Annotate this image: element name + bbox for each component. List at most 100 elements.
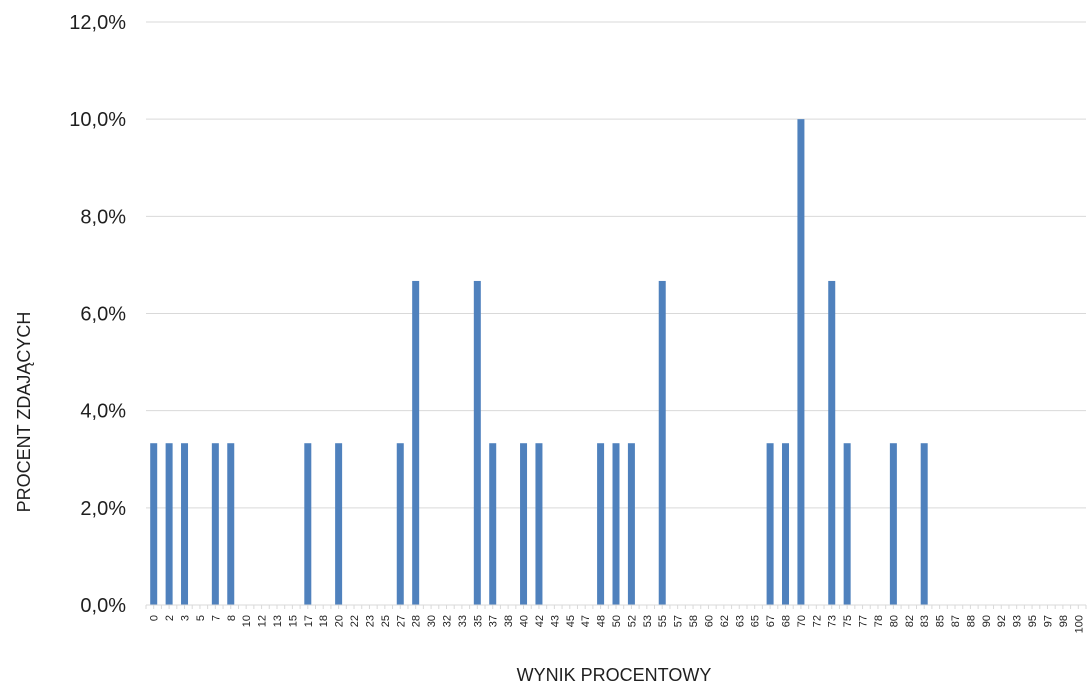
bar — [766, 443, 774, 605]
x-tick-label: 48 — [596, 615, 608, 627]
bar — [227, 443, 235, 605]
x-axis — [145, 604, 1087, 609]
x-tick-label: 83 — [919, 615, 931, 627]
x-tick-label: 18 — [318, 615, 330, 627]
bar — [412, 280, 420, 605]
x-tick-label: 33 — [457, 615, 469, 627]
bar — [335, 443, 343, 605]
bar — [612, 443, 620, 605]
x-tick-label: 55 — [657, 615, 669, 627]
x-tick-label: 32 — [441, 615, 453, 627]
x-tick-label: 87 — [950, 615, 962, 627]
bar — [165, 443, 173, 605]
x-axis-title: WYNIK PROCENTOWY — [517, 665, 712, 685]
x-tick-label: 0 — [149, 615, 161, 621]
x-tick-label: 50 — [611, 615, 623, 627]
x-tick-label: 2 — [164, 615, 176, 621]
x-tick-label: 95 — [1027, 615, 1039, 627]
x-tick-label: 82 — [904, 615, 916, 627]
x-tick-label: 42 — [534, 615, 546, 627]
bar — [920, 443, 928, 605]
x-tick-label: 8 — [226, 615, 238, 621]
x-tick-label: 58 — [688, 615, 700, 627]
x-tick-label: 35 — [472, 615, 484, 627]
x-tick-label: 30 — [426, 615, 438, 627]
y-tick-label: 2,0% — [80, 498, 126, 520]
x-tick-label: 97 — [1042, 615, 1054, 627]
x-tick-label: 37 — [488, 615, 500, 627]
x-tick-label: 28 — [411, 615, 423, 627]
y-tick-label: 12,0% — [69, 12, 126, 34]
x-tick-label: 77 — [858, 615, 870, 627]
x-tick-label: 65 — [750, 615, 762, 627]
x-tick-label: 22 — [349, 615, 361, 627]
x-tick-label: 62 — [719, 615, 731, 627]
x-tick-label: 20 — [334, 615, 346, 627]
x-axis-ticks: 0 2 3 5 7 8 10 12 13 15 17 18 20 22 23 25 27 28 30 32 33 35 37… — [149, 615, 1086, 633]
y-tick-label: 10,0% — [69, 109, 126, 131]
x-tick-label: 68 — [781, 615, 793, 627]
x-tick-label: 40 — [519, 615, 531, 627]
bar — [489, 443, 497, 605]
y-axis-ticks: 0,0% 2,0% 4,0% 6,0% 8,0% 10,0% 12,0% — [69, 12, 126, 617]
bar — [843, 443, 851, 605]
bar — [396, 443, 404, 605]
x-tick-label: 47 — [580, 615, 592, 627]
x-tick-label: 67 — [765, 615, 777, 627]
bar — [181, 443, 189, 605]
x-tick-label: 60 — [703, 615, 715, 627]
x-tick-label: 85 — [935, 615, 947, 627]
bar — [535, 443, 543, 605]
bar — [304, 443, 312, 605]
x-tick-label: 5 — [195, 615, 207, 621]
y-tick-label: 0,0% — [80, 595, 126, 617]
x-tick-label: 17 — [303, 615, 315, 627]
bar — [211, 443, 219, 605]
x-tick-label: 63 — [734, 615, 746, 627]
x-tick-label: 57 — [673, 615, 685, 627]
y-tick-label: 8,0% — [80, 206, 126, 228]
bar — [627, 443, 635, 605]
bar — [797, 119, 805, 606]
x-tick-label: 7 — [210, 615, 222, 621]
x-tick-label: 3 — [180, 615, 192, 621]
x-tick-label: 72 — [811, 615, 823, 627]
bar — [597, 443, 605, 605]
x-tick-label: 73 — [827, 615, 839, 627]
x-tick-label: 93 — [1012, 615, 1024, 627]
x-tick-label: 88 — [965, 615, 977, 627]
y-axis-title: PROCENT ZDAJĄCYCH — [14, 312, 34, 513]
bar — [658, 280, 666, 605]
y-tick-label: 6,0% — [80, 304, 126, 326]
bars — [150, 119, 928, 606]
x-tick-label: 13 — [272, 615, 284, 627]
x-tick-label: 70 — [796, 615, 808, 627]
x-tick-label: 52 — [626, 615, 638, 627]
bar — [889, 443, 897, 605]
x-tick-label: 25 — [380, 615, 392, 627]
x-tick-label: 98 — [1058, 615, 1070, 627]
y-tick-label: 4,0% — [80, 401, 126, 423]
bar — [782, 443, 790, 605]
x-tick-label: 53 — [642, 615, 654, 627]
x-tick-label: 27 — [395, 615, 407, 627]
bar — [473, 280, 481, 605]
x-tick-label: 23 — [364, 615, 376, 627]
bar — [520, 443, 528, 605]
x-tick-label: 100 — [1073, 615, 1085, 633]
x-tick-label: 10 — [241, 615, 253, 627]
x-tick-label: 38 — [503, 615, 515, 627]
x-tick-label: 92 — [996, 615, 1008, 627]
bar — [828, 280, 836, 605]
gridlines — [146, 21, 1086, 509]
x-tick-label: 15 — [287, 615, 299, 627]
x-tick-label: 78 — [873, 615, 885, 627]
x-tick-label: 75 — [842, 615, 854, 627]
x-tick-label: 45 — [565, 615, 577, 627]
x-tick-label: 90 — [981, 615, 993, 627]
bar — [150, 443, 158, 605]
x-tick-label: 80 — [888, 615, 900, 627]
x-tick-label: 12 — [257, 615, 269, 627]
